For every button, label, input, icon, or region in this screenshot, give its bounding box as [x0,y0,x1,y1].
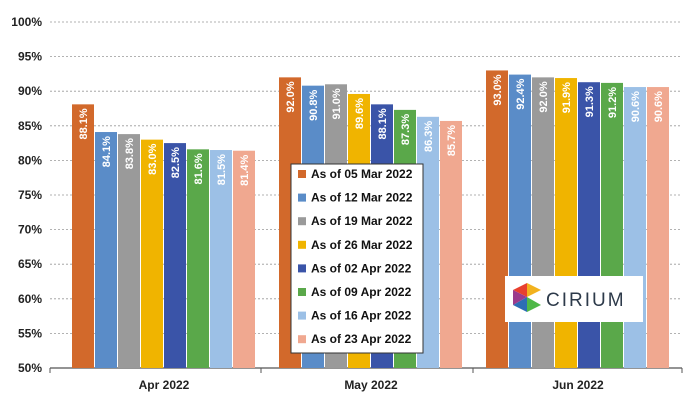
legend-box [290,163,424,354]
y-tick-label: 60% [18,292,42,306]
legend-swatch [298,264,306,273]
cirium-logo: CIRIUM [505,276,643,322]
category-label: Apr 2022 [139,378,190,392]
legend-swatch [298,240,306,249]
y-tick-label: 85% [18,119,42,133]
legend-label: As of 12 Mar 2022 [311,191,413,205]
data-label: 92.0% [285,81,297,112]
y-tick-label: 75% [18,188,42,202]
data-label: 90.6% [630,91,642,122]
legend-swatch [298,170,306,178]
data-label: 83.0% [147,143,159,174]
legend-label: As of 19 Mar 2022 [311,214,413,228]
legend: As of 05 Mar 2022 As of 12 Mar 2022 As of … [290,163,424,354]
y-tick-label: 80% [18,153,42,167]
bar [187,149,209,368]
data-label: 81.5% [216,154,228,185]
data-label: 81.6% [193,153,205,184]
legend-swatch [298,288,306,296]
bar [647,87,669,368]
data-label: 86.3% [423,121,435,152]
y-tick-label: 65% [18,257,42,271]
data-label: 91.0% [331,88,343,119]
y-tick-label: 90% [18,84,42,98]
bar [532,77,554,369]
y-tick-label: 100% [11,15,42,29]
data-label: 90.8% [308,89,320,120]
y-axis-ticks: 50% 55% 60% 65% 70% 75% 80% 85% 90% 95% 100% [11,15,42,375]
y-tick-label: 95% [18,50,42,64]
bar [164,143,186,368]
data-label: 89.6% [354,98,366,129]
legend-label: As of 05 Mar 2022 [311,167,413,181]
bar [509,74,531,368]
legend-label: As of 16 Apr 2022 [311,309,412,323]
bar [95,132,117,368]
bar [555,78,577,368]
legend-label: As of 02 Apr 2022 [311,261,412,275]
legend-label: As of 23 Apr 2022 [311,332,412,346]
legend-swatch [298,335,306,344]
data-label: 88.1% [78,108,90,139]
data-label: 90.6% [653,91,665,122]
y-tick-label: 70% [18,223,42,237]
data-label: 92.0% [538,81,550,112]
bar [440,120,462,369]
bar [233,150,255,368]
data-label: 84.1% [101,136,113,167]
category-label: May 2022 [344,378,398,392]
x-axis-categories: Apr 2022 May 2022 Jun 2022 [49,368,683,392]
legend-swatch [298,217,306,226]
bar [72,104,94,369]
bar [141,139,163,368]
y-tick-label: 55% [18,326,42,340]
data-label: 91.3% [584,86,596,117]
logo-text: CIRIUM [546,290,626,311]
legend-swatch [298,311,306,320]
bar [210,150,232,368]
data-label: 87.3% [400,114,412,145]
data-label: 88.1% [377,108,389,139]
data-label: 85.7% [446,125,458,156]
data-label: 91.2% [607,87,619,118]
data-label: 83.8% [124,138,136,169]
data-label: 93.0% [492,74,504,105]
y-tick-label: 50% [18,361,42,375]
bar [486,70,508,368]
data-label: 92.4% [515,78,527,109]
legend-label: As of 09 Apr 2022 [311,285,412,299]
cirium-mark-icon [513,283,541,312]
data-label: 81.4% [239,155,251,186]
category-label: Jun 2022 [552,378,604,392]
bar [601,82,623,368]
data-labels: 88.1% 84.1% 83.8% 83.0% 82.5% 81.6% 81.5% 81.4%… [78,74,665,186]
data-label: 91.9% [561,82,573,113]
legend-swatch [298,193,306,202]
bar [624,87,646,368]
data-label: 82.5% [170,147,182,178]
bar [118,134,140,368]
legend-label: As of 26 Mar 2022 [311,238,413,252]
bar [578,82,600,368]
